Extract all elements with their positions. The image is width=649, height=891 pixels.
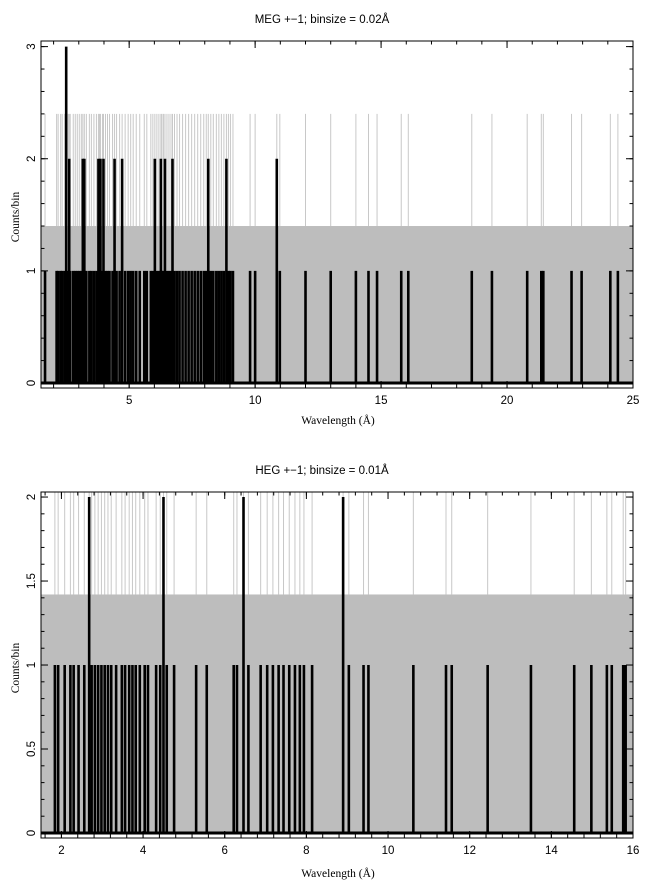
- x-tick-label: 10: [382, 845, 395, 857]
- y-tick-label: 1.5: [26, 573, 38, 589]
- y-tick-label: 1: [26, 268, 38, 274]
- x-tick-label: 8: [303, 845, 309, 857]
- y-tick-label: 3: [26, 43, 38, 49]
- heg-panel: HEG +−1; binsize = 0.01Å Wavelength (Å) …: [10, 464, 639, 880]
- meg-title: MEG +−1; binsize = 0.02Å: [255, 13, 390, 26]
- x-tick-label: 10: [249, 395, 262, 407]
- meg-panel: MEG +−1; binsize = 0.02Å Wavelength (Å) …: [10, 13, 639, 427]
- x-tick-label: 20: [501, 395, 514, 407]
- y-tick-label: 2: [26, 156, 38, 162]
- x-tick-label: 6: [222, 845, 228, 857]
- y-tick-label: 0: [26, 380, 38, 386]
- plot-frame: [40, 40, 634, 389]
- x-tick-label: 2: [58, 845, 64, 857]
- x-tick-label: 12: [463, 845, 476, 857]
- heg-title: HEG +−1; binsize = 0.01Å: [255, 464, 389, 477]
- heg-ylabel: Counts/bin: [10, 643, 22, 694]
- x-tick-label: 5: [126, 395, 132, 407]
- meg-xlabel: Wavelength (Å): [301, 413, 375, 427]
- meg-ylabel: Counts/bin: [10, 192, 22, 243]
- y-tick-label: 0: [26, 830, 38, 836]
- x-tick-label: 15: [375, 395, 388, 407]
- x-tick-label: 14: [545, 845, 558, 857]
- x-tick-label: 4: [140, 845, 147, 857]
- y-tick-label: 2: [26, 494, 38, 500]
- y-tick-label: 1: [26, 662, 38, 668]
- x-tick-label: 25: [627, 395, 640, 407]
- heg-xlabel: Wavelength (Å): [301, 866, 375, 880]
- y-tick-label: 0.5: [26, 741, 38, 757]
- x-tick-label: 16: [627, 845, 640, 857]
